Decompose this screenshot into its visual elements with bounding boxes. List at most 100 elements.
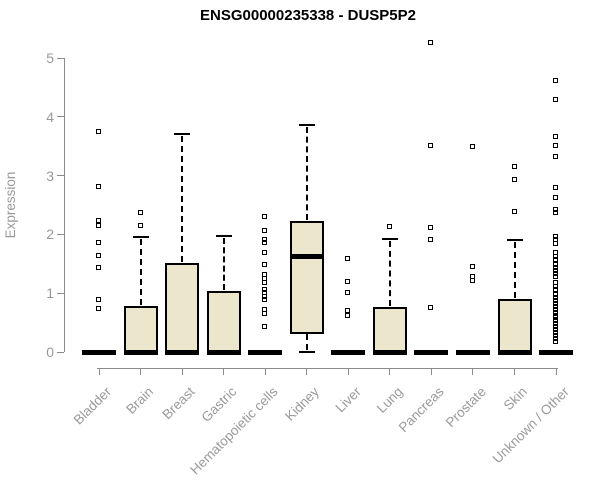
median-lung (372, 349, 407, 355)
median-breast (165, 349, 200, 355)
x-axis-tick (472, 368, 474, 375)
median-kidney (289, 254, 324, 260)
whisker-high-breast (181, 135, 184, 262)
outlier-point-hematopoietic-cells (262, 213, 268, 219)
outlier-point-unknown-other (553, 273, 559, 279)
y-tick-label: 3 (46, 167, 54, 184)
outlier-point-bladder (96, 264, 101, 270)
outlier-point-unknown-other (553, 133, 559, 139)
outlier-point-pancreas (428, 39, 434, 45)
box-lung (372, 307, 407, 352)
median-prostate (455, 349, 490, 355)
outlier-point-liver (345, 308, 351, 314)
outlier-point-hematopoietic-cells (262, 311, 268, 317)
x-category-label-text: Unknown / Other (489, 384, 572, 467)
x-category-label-text: Kidney (282, 384, 323, 424)
x-category-label-text: Pancreas (396, 384, 447, 435)
x-axis-line (97, 368, 558, 369)
outlier-point-unknown-other (553, 297, 559, 303)
outlier-point-unknown-other (553, 339, 559, 344)
x-axis-tick (514, 368, 515, 375)
outlier-point-unknown-other (553, 318, 559, 324)
y-axis-tick (57, 292, 64, 294)
outlier-point-unknown-other (553, 303, 559, 309)
median-unknown-other (539, 349, 574, 355)
outlier-point-unknown-other (553, 267, 559, 273)
outlier-point-skin (511, 209, 517, 215)
y-axis-tick (57, 175, 64, 177)
y-axis-tick (57, 116, 64, 118)
whisker-cap-low-kidney (298, 351, 315, 353)
outlier-point-unknown-other (553, 210, 559, 216)
outlier-point-hematopoietic-cells (262, 237, 268, 243)
x-category-label-text: Prostate (442, 384, 489, 431)
outlier-point-unknown-other (553, 306, 559, 312)
outlier-point-unknown-other (553, 321, 559, 327)
outlier-point-brain (137, 222, 143, 228)
outlier-point-unknown-other (553, 300, 559, 306)
outlier-point-unknown-other (553, 261, 559, 267)
outlier-point-bladder (96, 306, 101, 312)
outlier-point-unknown-other (553, 291, 559, 297)
y-tick-label: 5 (46, 50, 54, 66)
x-category-label-text: Liver (332, 384, 364, 416)
y-axis-tick (57, 233, 64, 235)
x-axis-tick (347, 368, 349, 375)
outlier-point-bladder (96, 297, 101, 303)
outlier-point-unknown-other (553, 330, 559, 336)
y-axis-tick (57, 57, 64, 59)
outlier-point-unknown-other (553, 240, 559, 246)
whisker-high-kidney (305, 127, 308, 220)
outlier-point-hematopoietic-cells (262, 323, 268, 329)
outlier-point-bladder (96, 253, 101, 259)
outlier-point-unknown-other (553, 257, 559, 263)
x-axis-tick (306, 368, 308, 375)
outlier-point-pancreas (428, 304, 434, 310)
outlier-point-unknown-other (553, 143, 559, 149)
x-axis-tick (140, 368, 142, 375)
outlier-point-liver (345, 313, 351, 319)
outlier-point-hematopoietic-cells (262, 240, 268, 246)
x-category-label-text: Gastric (198, 384, 240, 425)
x-axis-tick (430, 368, 432, 375)
box-kidney (289, 220, 324, 335)
outlier-point-unknown-other (553, 207, 559, 213)
outlier-point-liver (345, 256, 351, 262)
outlier-point-unknown-other (553, 294, 559, 300)
outlier-point-unknown-other (553, 336, 559, 342)
x-axis-tick (389, 368, 391, 375)
outlier-point-unknown-other (553, 309, 559, 315)
x-category-label-text: Bladder (71, 384, 115, 428)
outlier-point-bladder (96, 129, 101, 135)
whisker-cap-high-lung (381, 238, 398, 241)
outlier-point-unknown-other (553, 184, 559, 190)
box-gastric (206, 290, 241, 352)
outlier-point-pancreas (428, 237, 434, 243)
whisker-high-skin (513, 242, 516, 299)
x-axis-tick (223, 368, 225, 375)
outlier-point-hematopoietic-cells (262, 227, 268, 233)
y-tick-label: 0 (46, 344, 54, 360)
y-tick-label: 2 (46, 226, 54, 243)
whisker-cap-high-gastric (215, 235, 232, 238)
outlier-point-bladder (96, 217, 101, 223)
chart-title: ENSG00000235338 - DUSP5P2 (200, 7, 416, 24)
whisker-cap-high-skin (506, 239, 523, 242)
box-breast (165, 262, 200, 352)
outlier-point-prostate (469, 263, 475, 269)
outlier-point-hematopoietic-cells (262, 250, 268, 256)
x-axis-tick (264, 368, 266, 375)
outlier-point-unknown-other (553, 327, 559, 333)
outlier-point-unknown-other (553, 264, 559, 270)
x-axis-tick (98, 368, 100, 375)
outlier-point-unknown-other (553, 96, 559, 102)
whisker-low-kidney (305, 334, 308, 350)
outlier-point-liver (345, 290, 351, 296)
median-brain (123, 349, 158, 355)
x-category-label-text: Brain (123, 384, 157, 417)
whisker-high-brain (139, 238, 142, 305)
x-category-label-text: Skin (500, 384, 531, 414)
x-axis-tick (181, 368, 183, 375)
outlier-point-bladder (96, 183, 101, 189)
